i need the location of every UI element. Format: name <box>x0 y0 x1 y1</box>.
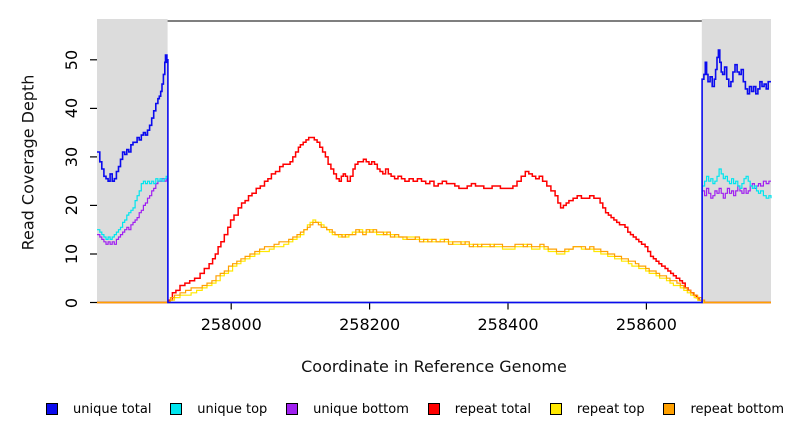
legend-swatch-icon <box>286 403 299 415</box>
y-axis-label: Read Coverage Depth <box>18 74 38 251</box>
y-tick-label: 20 <box>62 195 81 216</box>
x-tick-label: 258400 <box>477 315 539 334</box>
legend-label: repeat total <box>454 401 531 417</box>
x-axis-label: Coordinate in Reference Genome <box>301 357 567 376</box>
chart-legend: unique total unique top unique bottom repea… <box>46 398 784 420</box>
y-tick-label: 0 <box>62 297 81 308</box>
legend-label: unique total <box>73 401 152 417</box>
legend-swatch-icon <box>170 403 183 415</box>
legend-label: unique top <box>197 401 268 417</box>
legend-item: repeat total <box>427 401 531 417</box>
series-unique-bottom <box>97 178 771 304</box>
y-tick-label: 10 <box>62 243 81 265</box>
x-tick-label: 258600 <box>615 315 677 334</box>
legend-swatch-icon <box>549 403 562 415</box>
series-repeat-total <box>97 136 771 304</box>
legend-item: unique bottom <box>286 402 409 417</box>
legend-item: repeat bottom <box>663 402 784 417</box>
x-tick-label: 258200 <box>339 315 401 334</box>
legend-item: unique total <box>46 402 151 417</box>
legend-label: repeat bottom <box>690 401 784 417</box>
y-tick-label: 50 <box>62 49 81 70</box>
legend-item: repeat top <box>549 401 645 417</box>
legend-item: unique top <box>170 402 267 417</box>
legend-label: repeat top <box>576 401 645 417</box>
legend-swatch-icon <box>46 403 58 415</box>
series-repeat-bottom <box>97 221 771 304</box>
series-repeat-top <box>97 219 771 304</box>
legend-label: unique bottom <box>313 401 409 417</box>
y-tick-label: 30 <box>62 146 81 168</box>
legend-swatch-icon <box>427 403 440 415</box>
x-tick-label: 258000 <box>200 315 262 334</box>
series-unique-total <box>97 49 771 304</box>
legend-swatch-icon <box>663 403 676 415</box>
y-tick-label: 40 <box>62 98 81 119</box>
